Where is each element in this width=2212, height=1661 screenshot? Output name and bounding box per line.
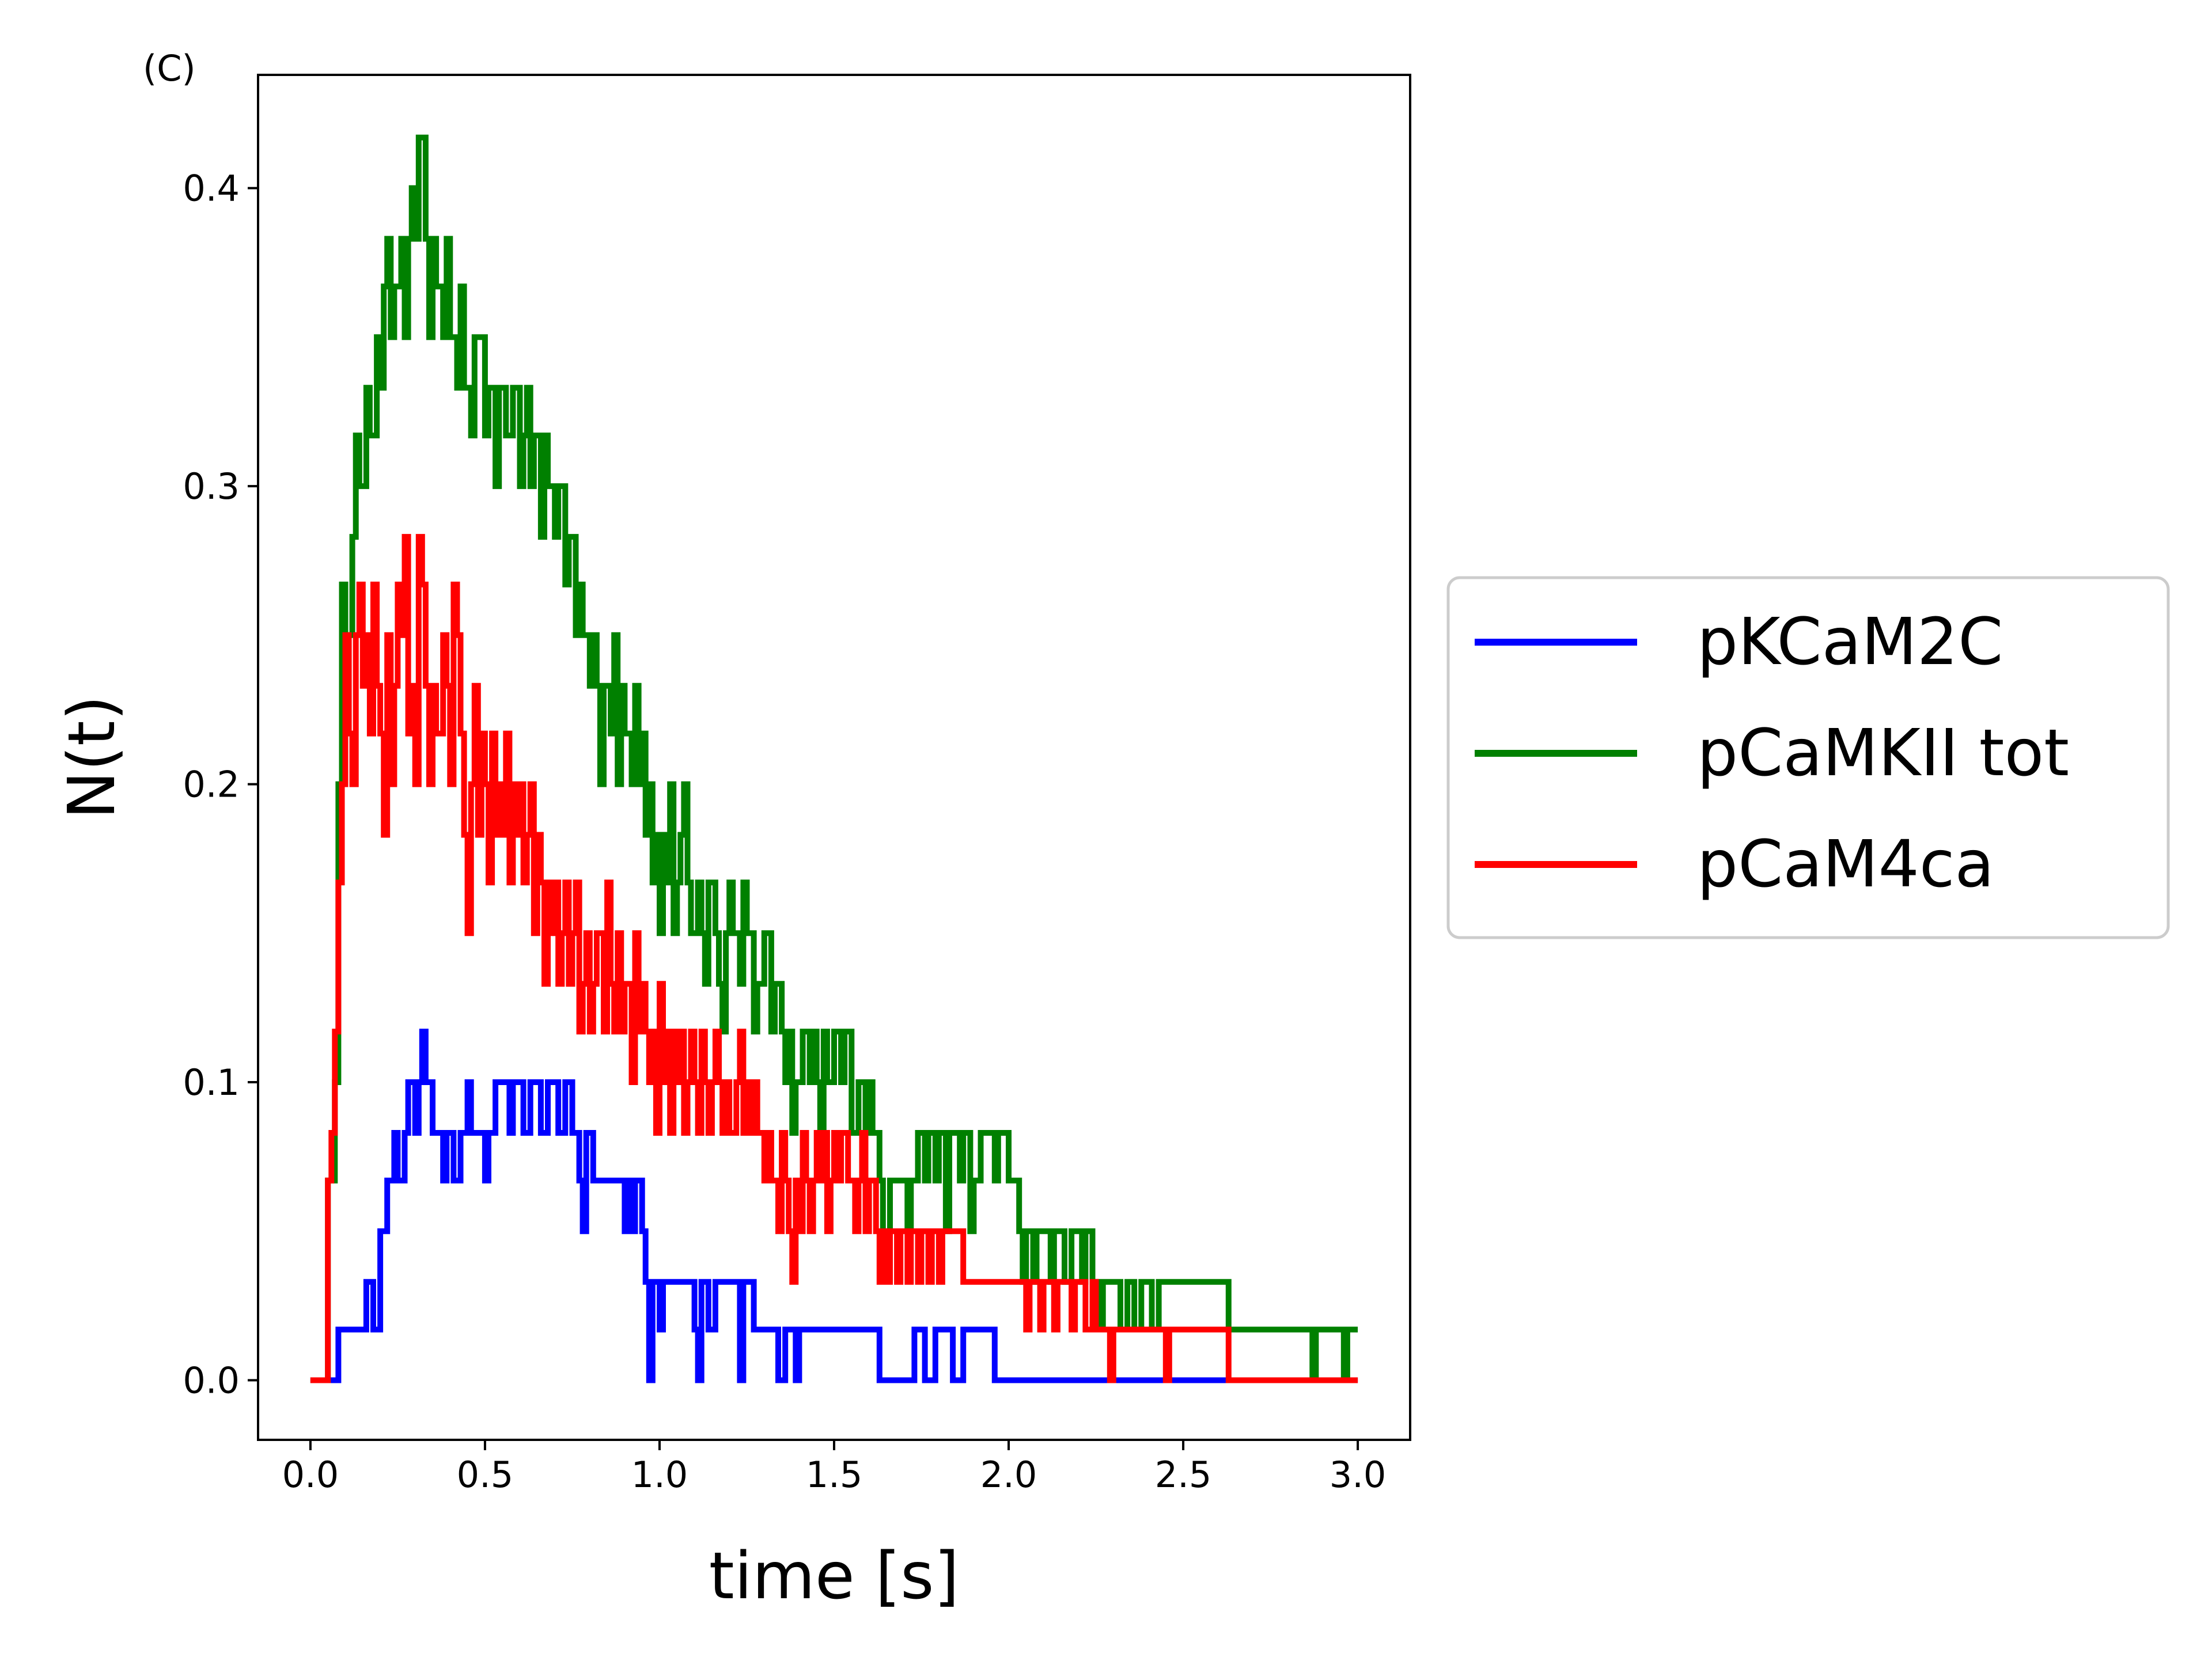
- y-axis-label: N(t): [55, 695, 130, 819]
- x-tick-label: 2.5: [1155, 1454, 1212, 1496]
- x-tick-label: 1.0: [631, 1454, 688, 1496]
- y-tick-label: 0.0: [183, 1360, 240, 1402]
- x-tick-label: 3.0: [1330, 1454, 1387, 1496]
- panel-label: (C): [143, 47, 196, 89]
- legend-label-2: pCaM4ca: [1697, 827, 1994, 902]
- x-tick-label: 0.0: [282, 1454, 339, 1496]
- y-tick-label: 0.3: [183, 465, 240, 507]
- x-axis-label: time [s]: [709, 1539, 959, 1614]
- x-axis: 0.0 0.5 1.0 1.5 2.0 2.5 3.0: [282, 1440, 1387, 1496]
- x-tick-label: 0.5: [457, 1454, 514, 1496]
- x-tick-label: 2.0: [980, 1454, 1037, 1496]
- legend-label-0: pKCaM2C: [1697, 605, 2003, 680]
- series-layer: [310, 134, 1358, 1383]
- y-tick-label: 0.4: [183, 168, 240, 210]
- y-axis: 0.0 0.1 0.2 0.3 0.4: [183, 168, 258, 1402]
- series-line-2: [310, 534, 1358, 1383]
- y-tick-label: 0.2: [183, 764, 240, 806]
- series-line-0: [310, 1029, 1358, 1383]
- legend-frame: [1446, 576, 2170, 939]
- x-tick-label: 1.5: [806, 1454, 863, 1496]
- legend-label-1: pCaMKII tot: [1697, 716, 2069, 791]
- legend-items: pKCaM2C pCaMKII tot pCaM4ca: [1475, 605, 2069, 902]
- legend: pKCaM2C pCaMKII tot pCaM4ca: [1446, 576, 2170, 939]
- y-tick-label: 0.1: [183, 1061, 240, 1103]
- series-line-1: [310, 134, 1358, 1383]
